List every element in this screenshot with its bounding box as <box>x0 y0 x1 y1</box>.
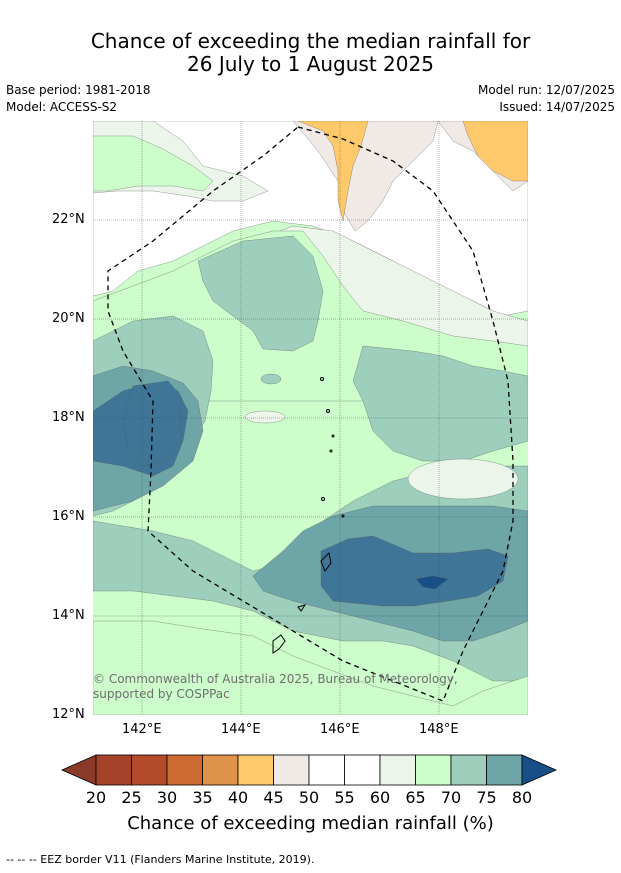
colorbar-tick-label: 25 <box>121 788 142 807</box>
colorbar-cell <box>202 754 239 786</box>
model-run: Model run: 12/07/2025 <box>477 83 615 97</box>
colorbar-cell <box>273 754 310 786</box>
copyright-notice: © Commonwealth of Australia 2025, Bureau… <box>93 672 458 701</box>
colorbar-cell <box>237 754 274 786</box>
colorbar-cell <box>131 754 168 786</box>
colorbar-title: Chance of exceeding median rainfall (%) <box>127 813 494 834</box>
gridlines <box>93 121 528 715</box>
colorbar-tick-label: 65 <box>405 788 426 807</box>
islands <box>272 377 345 654</box>
lat-label-20n: 20°N <box>52 311 85 326</box>
eez-footnote: -- -- -- EEZ border V11 (Flanders Marine… <box>6 853 315 866</box>
map-title-line2: 26 July to 1 August 2025 <box>187 52 434 76</box>
colorbar-under-arrow <box>61 754 97 786</box>
colorbar-cell <box>166 754 203 786</box>
region-65-70-patch <box>260 373 282 385</box>
issued-date: Issued: 14/07/2025 <box>499 100 615 114</box>
colorbar-tick-label: 20 <box>85 788 107 807</box>
colorbar-tick-label: 40 <box>227 788 249 807</box>
colorbar-cell <box>486 754 523 786</box>
region-65-70-east <box>352 345 528 462</box>
lon-label-142e: 142°E <box>122 722 162 737</box>
colorbar-tick-label: 75 <box>476 788 497 807</box>
lon-label-144e: 144°E <box>221 722 261 737</box>
lat-label-22n: 22°N <box>52 212 85 227</box>
lon-label-146e: 146°E <box>320 722 360 737</box>
region-65-70-central <box>197 235 324 352</box>
colorbar-cell <box>95 754 132 786</box>
colorbar-cell <box>450 754 487 786</box>
colorbar-cell <box>415 754 452 786</box>
colorbar-over-arrow <box>521 754 557 786</box>
colorbar-tick-label: 60 <box>369 788 391 807</box>
colorbar-tick-label: 80 <box>511 788 533 807</box>
colorbar-tick-label: 45 <box>263 788 284 807</box>
region-60-65-nw <box>93 135 214 192</box>
lat-label-12n: 12°N <box>52 707 85 722</box>
colorbar-tick-label: 55 <box>334 788 355 807</box>
colorbar-tick-label: 35 <box>192 788 213 807</box>
region-55-60-patch-east <box>407 458 519 500</box>
region-40-45-north <box>292 121 439 232</box>
region-35-40-ne <box>462 121 528 182</box>
colorbar-tick-label: 70 <box>440 788 462 807</box>
model-name: Model: ACCESS-S2 <box>6 100 118 114</box>
colorbar-tick-label: 30 <box>156 788 178 807</box>
lon-label-148e: 148°E <box>419 722 459 737</box>
lat-label-16n: 16°N <box>52 509 85 524</box>
colorbar-cell <box>344 754 381 786</box>
colorbar-tick-label: 50 <box>298 788 320 807</box>
rainfall-map <box>93 121 528 715</box>
region-60-65-south <box>93 620 528 715</box>
colorbar-cell <box>379 754 416 786</box>
region-80-plus <box>415 575 449 590</box>
region-75-80-south <box>320 535 509 607</box>
colorbar <box>61 754 557 786</box>
region-75-80-west-core <box>122 380 182 467</box>
region-35-40-north <box>297 121 369 222</box>
lat-label-18n: 18°N <box>52 410 85 425</box>
region-55-60-patch-center <box>244 410 286 424</box>
lat-label-14n: 14°N <box>52 608 85 623</box>
colorbar-cell <box>308 754 345 786</box>
map-title-line1: Chance of exceeding the median rainfall … <box>90 29 531 53</box>
base-period: Base period: 1981-2018 <box>6 83 151 97</box>
